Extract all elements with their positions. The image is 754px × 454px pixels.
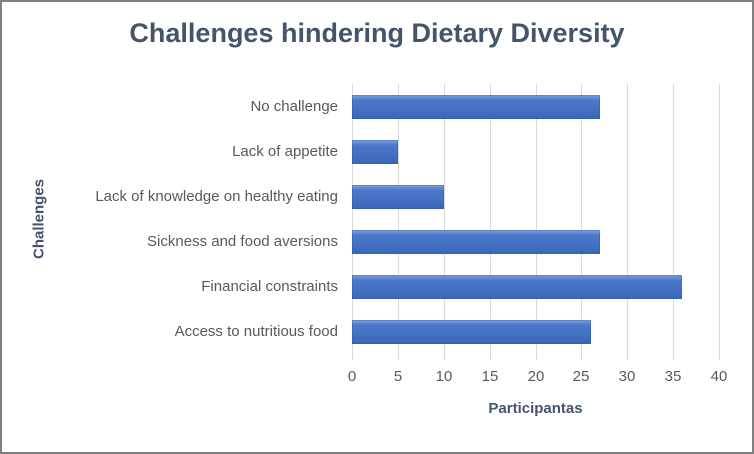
tick-label: 25 [572,368,590,385]
tick-label: 15 [481,368,499,385]
x-axis-title: Participantas [488,400,583,417]
category-label: No challenge [250,98,338,115]
tick-mark [581,354,582,360]
y-axis-title: Challenges [30,178,48,260]
gridline [673,84,674,354]
tick-labels: 0 5 10 15 20 25 30 35 40 [348,368,728,386]
chart-title: Challenges hindering Dietary Diversity [129,18,625,48]
gridlines [352,84,720,354]
category-label: Financial constraints [201,278,338,295]
bar-row [352,264,719,309]
bar [352,274,682,299]
tick-label: 35 [664,368,682,385]
tick-label: 0 [347,368,357,385]
bar-row [352,129,719,174]
bar [352,229,600,254]
tick-mark [719,354,720,360]
category-label: Access to nutritious food [174,323,338,340]
tick-mark [352,354,353,360]
bar-row [352,174,719,219]
tick-label: 40 [710,368,728,385]
tick-mark [490,354,491,360]
category-labels: No challenge Lack of appetite Lack of know… [58,84,346,354]
gridline [581,84,582,354]
category-label: Lack of appetite [232,143,338,160]
category-label: Lack of knowledge on healthy eating [95,188,338,205]
tick-label: 30 [618,368,636,385]
tick-mark [536,354,537,360]
tick-mark [444,354,445,360]
tick-mark [627,354,628,360]
gridline [444,84,445,354]
tick-label: 5 [393,368,403,385]
bar [352,319,591,344]
bar [352,184,444,209]
tick-marks [352,354,720,360]
gridline [627,84,628,354]
tick-mark [398,354,399,360]
gridline [352,84,353,354]
gridline [398,84,399,354]
bar-row [352,309,719,354]
bars [352,84,719,354]
bar-row [352,219,719,264]
gridline [490,84,491,354]
bar [352,94,600,119]
tick-label: 10 [435,368,453,385]
bar [352,139,398,164]
category-label: Sickness and food aversions [147,233,338,250]
tick-label: 20 [527,368,545,385]
bar-row [352,84,719,129]
tick-mark [673,354,674,360]
gridline [719,84,720,354]
gridline [536,84,537,354]
plot-area [352,84,720,354]
